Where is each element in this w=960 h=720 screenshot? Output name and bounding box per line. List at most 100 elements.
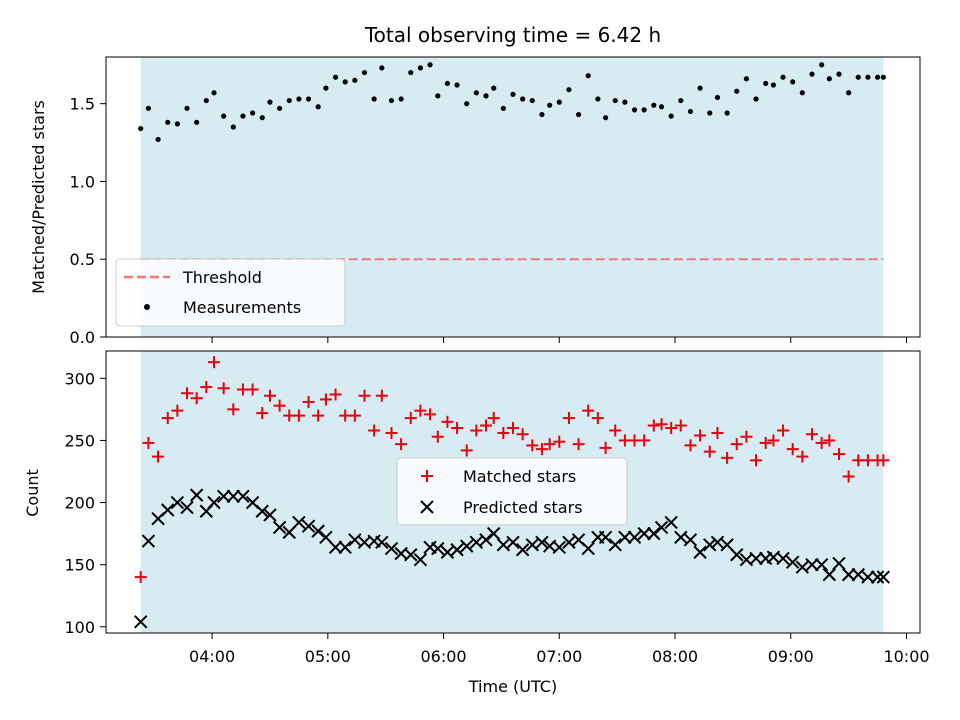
measurement-point xyxy=(566,87,572,93)
predicted-star-point xyxy=(413,552,428,567)
measurement-point xyxy=(724,110,730,116)
measurement-point xyxy=(520,96,526,102)
bottom-x-tick-label: 06:00 xyxy=(421,647,467,666)
measurement-point xyxy=(249,110,256,116)
top-title: Total observing time = 6.42 h xyxy=(364,23,661,47)
measurement-point xyxy=(631,107,638,113)
predicted-star-point xyxy=(674,530,688,545)
measurement-point xyxy=(697,85,703,91)
top-y-tick-label: 1.0 xyxy=(70,172,95,191)
predicted-star-point xyxy=(525,538,539,552)
matched-star-point xyxy=(832,448,845,461)
matched-star-point xyxy=(796,450,809,463)
predicted-star-point xyxy=(255,504,269,518)
measurement-point xyxy=(352,77,358,83)
measurement-point xyxy=(417,65,424,71)
predicted-star-point xyxy=(618,530,632,545)
matched-star-point xyxy=(246,383,259,396)
matched-star-point xyxy=(263,389,276,402)
matched-star-point xyxy=(684,439,697,452)
matched-star-point xyxy=(759,436,772,449)
matched-star-point xyxy=(470,424,483,437)
measurement-point xyxy=(595,96,601,102)
matched-star-point xyxy=(200,381,213,394)
top-y-ticks: 0.0 0.5 1.0 1.5 xyxy=(70,95,106,347)
predicted-star-point xyxy=(479,533,493,547)
measurement-point xyxy=(323,85,329,91)
measurement-point xyxy=(435,93,441,99)
bottom-y-tick-label: 200 xyxy=(64,494,95,513)
matched-star-point xyxy=(152,450,165,463)
legend-threshold-label: Threshold xyxy=(182,268,262,287)
predicted-star-point xyxy=(338,540,352,554)
matched-star-point xyxy=(526,439,539,452)
measurement-point xyxy=(763,80,769,87)
predicted-star-point xyxy=(301,519,316,533)
matched-star-point xyxy=(134,571,147,584)
measurement-point xyxy=(714,94,721,101)
predicted-star-point xyxy=(647,526,661,541)
measurement-point xyxy=(361,69,368,76)
matched-star-point xyxy=(404,412,417,425)
predicted-star-point xyxy=(776,551,790,566)
measurement-point xyxy=(500,105,506,111)
measurement-point xyxy=(622,99,628,105)
bottom-y-tick-label: 300 xyxy=(64,369,95,388)
measurement-point xyxy=(575,111,582,118)
measurement-point xyxy=(612,97,618,104)
measurement-point xyxy=(707,110,713,116)
predicted-star-point xyxy=(654,520,669,535)
measurement-point xyxy=(473,90,479,96)
predicted-star-point xyxy=(703,538,717,552)
matched-star-point xyxy=(711,426,724,439)
matched-star-point xyxy=(302,395,315,408)
matched-star-point xyxy=(395,438,408,451)
matched-star-point xyxy=(181,387,194,400)
bottom-x-tick-label: 04:00 xyxy=(189,647,235,666)
matched-star-point xyxy=(161,412,174,425)
top-y-axis-label: Matched/Predicted stars xyxy=(29,100,48,294)
predicted-star-point xyxy=(785,555,800,569)
matched-star-point xyxy=(507,422,519,435)
measurement-point xyxy=(585,73,591,79)
legend-measurements-swatch xyxy=(144,304,150,310)
matched-star-point xyxy=(694,429,707,442)
measurement-point xyxy=(846,90,852,96)
matched-star-point xyxy=(721,451,734,464)
top-plot-frame xyxy=(105,56,921,338)
measurement-point xyxy=(427,62,433,68)
measurement-point xyxy=(539,111,545,118)
top-y-tick-label: 0.5 xyxy=(70,250,95,269)
measurement-point xyxy=(809,71,815,77)
matched-star-point xyxy=(703,445,716,458)
matched-star-point xyxy=(740,430,753,443)
predicted-star-point xyxy=(805,557,819,572)
matched-star-point xyxy=(553,435,566,448)
predicted-star-point xyxy=(664,515,678,530)
measurement-point xyxy=(855,74,861,80)
matched-star-point xyxy=(171,404,184,417)
predicted-star-point xyxy=(710,535,725,550)
predicted-star-point xyxy=(272,520,287,535)
top-marks xyxy=(138,62,886,143)
predicted-star-point xyxy=(263,508,277,522)
predicted-star-point xyxy=(226,489,241,504)
measurement-point xyxy=(491,85,497,91)
measurement-point xyxy=(753,96,759,102)
matched-star-point xyxy=(227,403,240,416)
bottom-x-ticks: 04:00 05:00 06:00 07:00 08:00 09:00 10:00 xyxy=(189,633,930,666)
measurement-point xyxy=(556,99,562,105)
matched-star-point xyxy=(572,438,585,451)
bottom-y-ticks: 100 150 200 250 300 xyxy=(64,369,106,637)
predicted-star-point xyxy=(375,535,389,550)
matched-star-point xyxy=(786,443,799,456)
predicted-star-point xyxy=(170,495,185,510)
legend-matched-swatch xyxy=(421,470,433,482)
measurement-point xyxy=(277,105,283,111)
measurement-point xyxy=(874,74,881,80)
predicted-star-point xyxy=(311,524,325,538)
bottom-y-axis-label: Count xyxy=(23,469,42,517)
legend-predicted-swatch xyxy=(420,500,434,514)
top-panel: 0.0 0.5 1.0 1.5 Total observing time = 6.42… xyxy=(29,23,921,347)
measurement-point xyxy=(790,79,796,85)
